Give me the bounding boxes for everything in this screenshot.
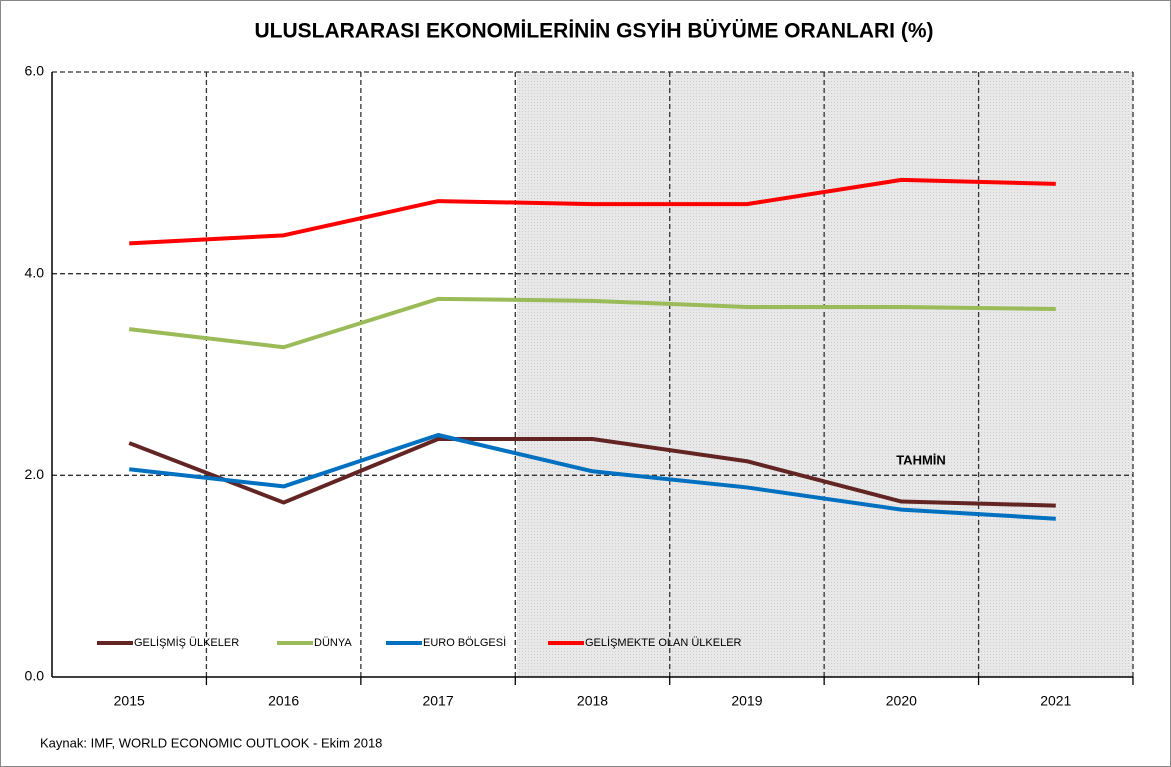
x-tick-label: 2020 [886, 693, 917, 709]
y-tick-label: 4.0 [25, 264, 45, 280]
legend-label: DÜNYA [314, 637, 352, 649]
annotation: TAHMİN [896, 452, 946, 467]
y-tick-label: 0.0 [25, 668, 45, 684]
x-tick-label: 2017 [422, 693, 453, 709]
data-line [128, 296, 1056, 350]
chart-title: ULUSLARARASI EKONOMİLERİNİN GSYİH BÜYÜME… [254, 20, 933, 43]
y-tick-label: 2.0 [25, 466, 45, 482]
x-tick-label: 2018 [577, 693, 608, 709]
legend-label: EURO BÖLGESİ [423, 636, 506, 649]
data-line [128, 437, 1056, 508]
legend-label: GELİŞMEKTE OLAN ÜLKELER [585, 636, 742, 649]
forecast-region [517, 72, 1133, 677]
x-tick-label: 2021 [1040, 693, 1071, 709]
source-note: Kaynak: IMF, WORLD ECONOMIC OUTLOOK - Ek… [40, 735, 382, 750]
data-line [129, 177, 1056, 246]
data-line [128, 433, 1056, 521]
x-tick-label: 2019 [731, 693, 762, 709]
legend-label: GELİŞMİŞ ÜLKELER [134, 636, 239, 649]
x-tick-label: 2015 [114, 693, 145, 709]
x-tick-label: 2016 [268, 693, 299, 709]
y-tick-label: 6.0 [25, 63, 45, 79]
